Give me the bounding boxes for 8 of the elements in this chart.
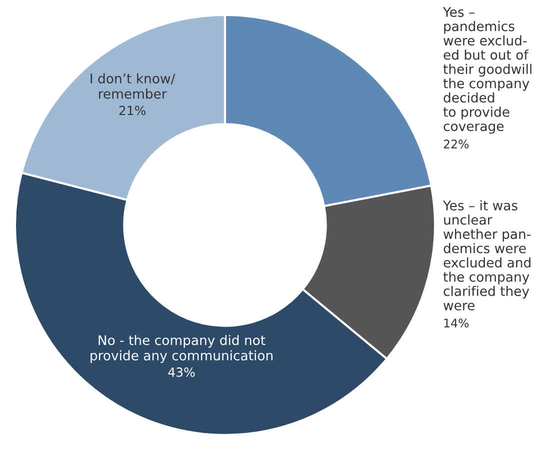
- data-label: 14%: [444, 318, 469, 328]
- data-label: 43%: [168, 367, 195, 377]
- slice-label: No - the company did not provide any communication: [90, 334, 273, 364]
- data-label: 21%: [119, 106, 146, 116]
- slice-label: Yes – it was unclear whether pan- demics were excluded and the company clarified they were: [442, 200, 530, 310]
- slice-label: I don’t know/ remember: [90, 73, 176, 99]
- data-label: 22%: [444, 140, 469, 148]
- category-label: Yes – pandemics were exclud- ed but out of their goodwill the company decided to provide coverage: [442, 7, 532, 134]
